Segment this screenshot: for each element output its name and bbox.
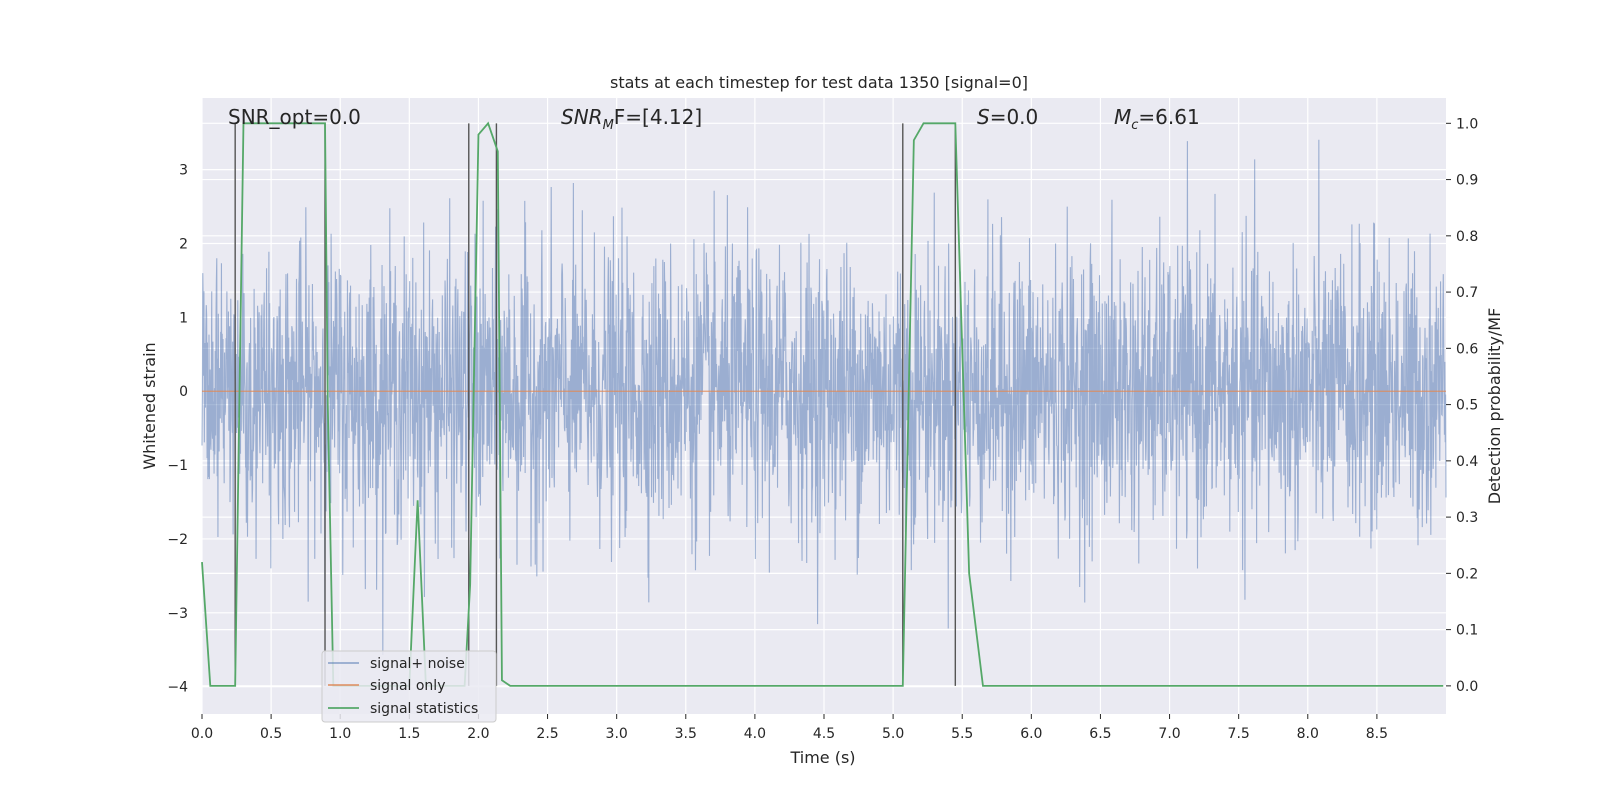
annotation-snr-mf-rest: F=[4.12] (614, 105, 702, 129)
y-tick-label-right: 0.1 (1456, 623, 1478, 639)
y-tick-label-right: 0.7 (1456, 285, 1478, 301)
annotation-mc: Mc=6.61 (1114, 105, 1200, 133)
y-tick-label-right: 0.8 (1456, 229, 1478, 245)
y-tick-label-right: 0.5 (1456, 398, 1478, 414)
y-tick-label: −4 (167, 680, 188, 696)
x-tick-label: 6.0 (1020, 726, 1042, 742)
annotation-mc-rest: =6.61 (1138, 105, 1199, 129)
x-tick-label: 7.0 (1158, 726, 1180, 742)
x-tick-label: 3.0 (606, 726, 628, 742)
annotation-s: S=0.0 (977, 105, 1038, 129)
x-axis-label: Time (s) (789, 748, 855, 767)
y-tick-label: 2 (179, 237, 188, 253)
x-tick-label: 7.5 (1228, 726, 1250, 742)
x-tick-label: 6.5 (1089, 726, 1111, 742)
x-tick-label: 4.5 (813, 726, 835, 742)
x-tick-label: 2.5 (536, 726, 558, 742)
chart-title: stats at each timestep for test data 135… (610, 73, 1028, 92)
y-tick-label: −3 (167, 606, 188, 622)
y-tick-label-right: 0.3 (1456, 510, 1478, 526)
annotation-mc-sub: c (1131, 118, 1138, 133)
legend-box (321, 650, 497, 723)
y-tick-label-right: 1.0 (1456, 116, 1478, 132)
x-tick-label: 5.0 (882, 726, 904, 742)
y-tick-label: 0 (179, 384, 188, 400)
annotation-mc-main: M (1114, 105, 1131, 129)
y-axis-label: Whitened strain (140, 342, 159, 469)
y-tick-label: 3 (179, 163, 188, 179)
annotation-snr-mf-main: SNR (561, 105, 603, 129)
legend: signal+ noise signal only signal statist… (321, 650, 497, 723)
annotation-snr-mf: SNRMF=[4.12] (561, 105, 702, 133)
y-tick-label: 1 (179, 310, 188, 326)
y-tick-label-right: 0.4 (1456, 454, 1478, 470)
x-tick-label: 8.5 (1366, 726, 1388, 742)
x-tick-label: 2.0 (467, 726, 489, 742)
annotation-s-main: S (977, 105, 990, 129)
annotation-snr-opt: SNR_opt=0.0 (228, 105, 361, 129)
x-tick-label: 8.0 (1297, 726, 1319, 742)
legend-label-signal-noise: signal+ noise (370, 656, 465, 672)
x-tick-label: 3.5 (675, 726, 697, 742)
y-tick-label-right: 0.6 (1456, 341, 1478, 357)
y-tick-label-right: 0.0 (1456, 679, 1478, 695)
y-axis-label-right: Detection probability/MF (1485, 308, 1504, 505)
plot-layer (201, 121, 1447, 687)
y-tick-label: −1 (167, 458, 188, 474)
annotation-s-rest: =0.0 (990, 105, 1039, 129)
x-tick-label: 5.5 (951, 726, 973, 742)
series-signal-statistics-line (201, 121, 1444, 687)
ticks: 0.0 0.5 1.0 1.5 2.0 2.5 3.0 3.5 4.0 4.5 5.0 5.5 6.0 6… (167, 116, 1478, 742)
annotation-snr-opt-text: SNR_opt=0.0 (228, 105, 361, 129)
y-tick-label: −2 (167, 532, 188, 548)
y-tick-label-right: 0.2 (1456, 566, 1478, 582)
x-tick-label: 0.0 (191, 726, 213, 742)
x-tick-label: 1.5 (398, 726, 420, 742)
x-tick-label: 1.0 (329, 726, 351, 742)
annotation-snr-mf-sub: M (603, 118, 614, 133)
legend-label-signal-only: signal only (370, 678, 445, 694)
y-tick-label-right: 0.9 (1456, 173, 1478, 189)
x-tick-label: 0.5 (260, 726, 282, 742)
series-signal-noise-line (201, 139, 1447, 656)
legend-label-signal-statistics: signal statistics (370, 701, 478, 717)
x-tick-label: 4.0 (744, 726, 766, 742)
